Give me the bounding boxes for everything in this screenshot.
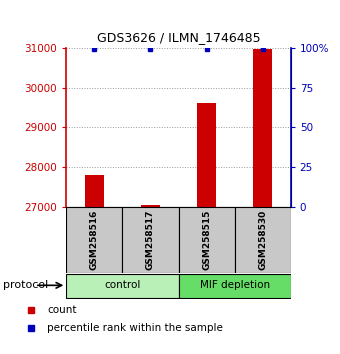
Text: percentile rank within the sample: percentile rank within the sample bbox=[47, 322, 223, 332]
Text: MIF depletion: MIF depletion bbox=[200, 280, 270, 290]
Text: protocol: protocol bbox=[3, 280, 49, 290]
Bar bbox=[141, 205, 160, 207]
Bar bbox=[197, 103, 216, 207]
Title: GDS3626 / ILMN_1746485: GDS3626 / ILMN_1746485 bbox=[97, 31, 260, 44]
Bar bbox=[235, 207, 291, 273]
Bar bbox=[66, 207, 122, 273]
Bar bbox=[66, 274, 178, 298]
Bar bbox=[122, 207, 178, 273]
Text: GSM258515: GSM258515 bbox=[202, 210, 211, 270]
Text: control: control bbox=[104, 280, 140, 290]
Text: GSM258516: GSM258516 bbox=[90, 210, 99, 270]
Bar bbox=[85, 175, 104, 207]
Bar bbox=[178, 207, 235, 273]
Text: GSM258517: GSM258517 bbox=[146, 210, 155, 270]
Text: GSM258530: GSM258530 bbox=[258, 210, 267, 270]
Text: count: count bbox=[47, 305, 77, 315]
Bar bbox=[178, 274, 291, 298]
Bar bbox=[253, 49, 272, 207]
